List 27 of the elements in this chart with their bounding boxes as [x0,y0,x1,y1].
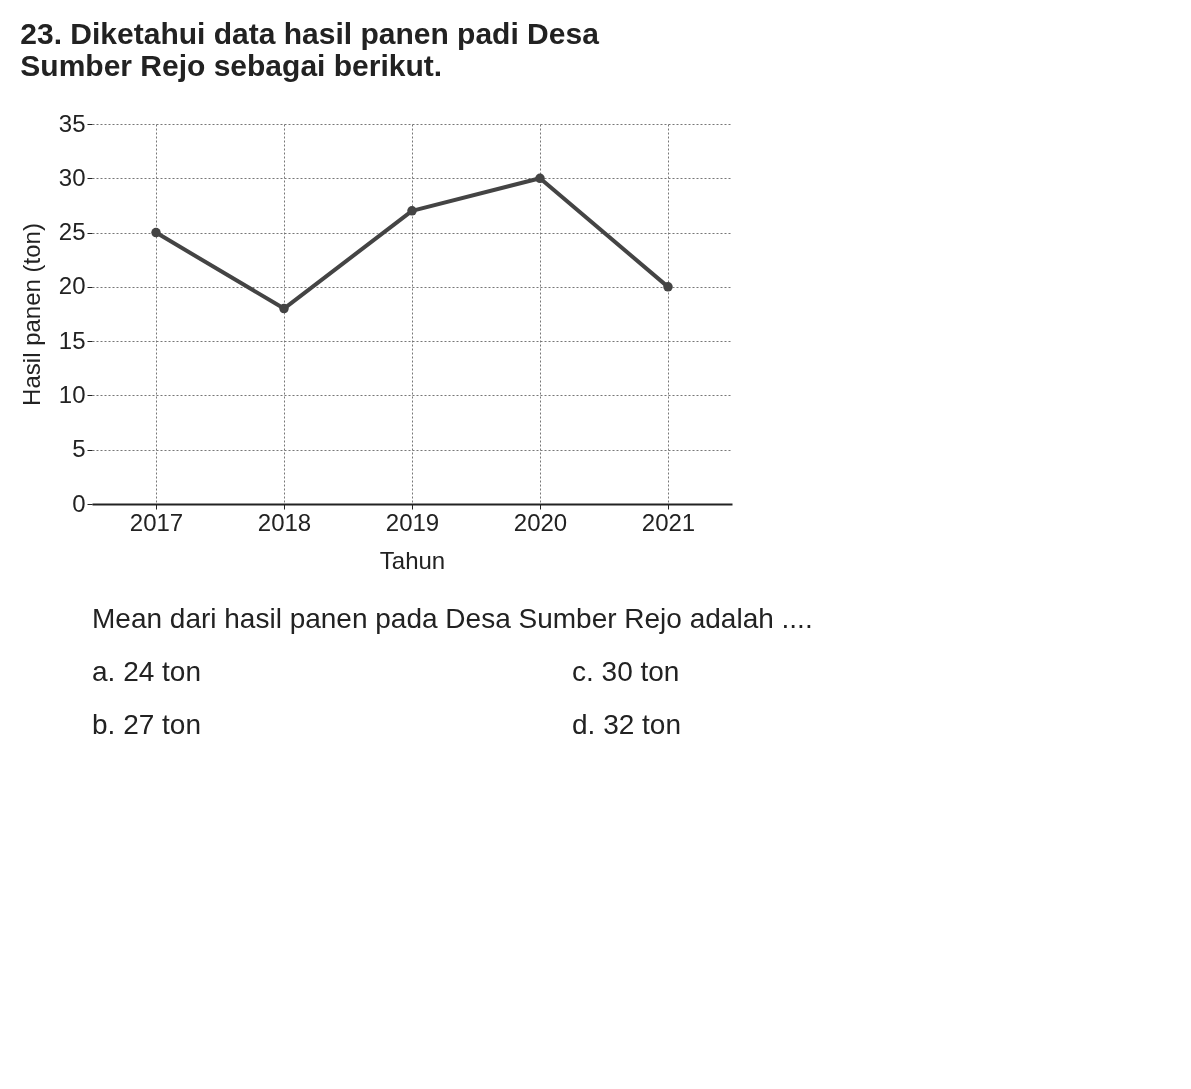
y-tick-label: 10 [58,380,86,408]
y-tick-label: 30 [58,163,86,191]
y-tick-label: 25 [58,218,86,246]
y-tick-label: 5 [72,435,86,463]
point [407,206,417,216]
x-axis-title: Tahun [379,546,446,574]
text: d. 32 ton [572,709,681,741]
y-tick-label: 35 [58,109,86,137]
y-tick-label: 20 [58,272,86,300]
x-tick-label: 2021 [641,508,696,536]
y-tick-label: 0 [72,489,86,517]
y-axis-title: Hasil panen (ton) [17,223,45,406]
x-tick-label: 2017 [129,508,184,536]
text: c. 30 ton [572,656,680,687]
text: Sumber Rejo sebagai berikut. [20,49,443,82]
y-tick-label: 15 [58,326,86,354]
text: a. 24 ton [92,656,201,687]
point [535,173,545,184]
x-tick-label: 2019 [385,508,440,536]
text: 23. Diketahui data hasil panen padi Desa [20,17,599,50]
point [151,227,161,238]
point [279,303,289,314]
text: b. 27 ton [92,709,201,741]
x-tick-label: 2018 [257,508,312,536]
text: Mean dari hasil panen pada Desa Sumber Rejo adalah .... [92,602,813,634]
x-tick-label: 2020 [513,508,568,536]
point [663,282,673,292]
